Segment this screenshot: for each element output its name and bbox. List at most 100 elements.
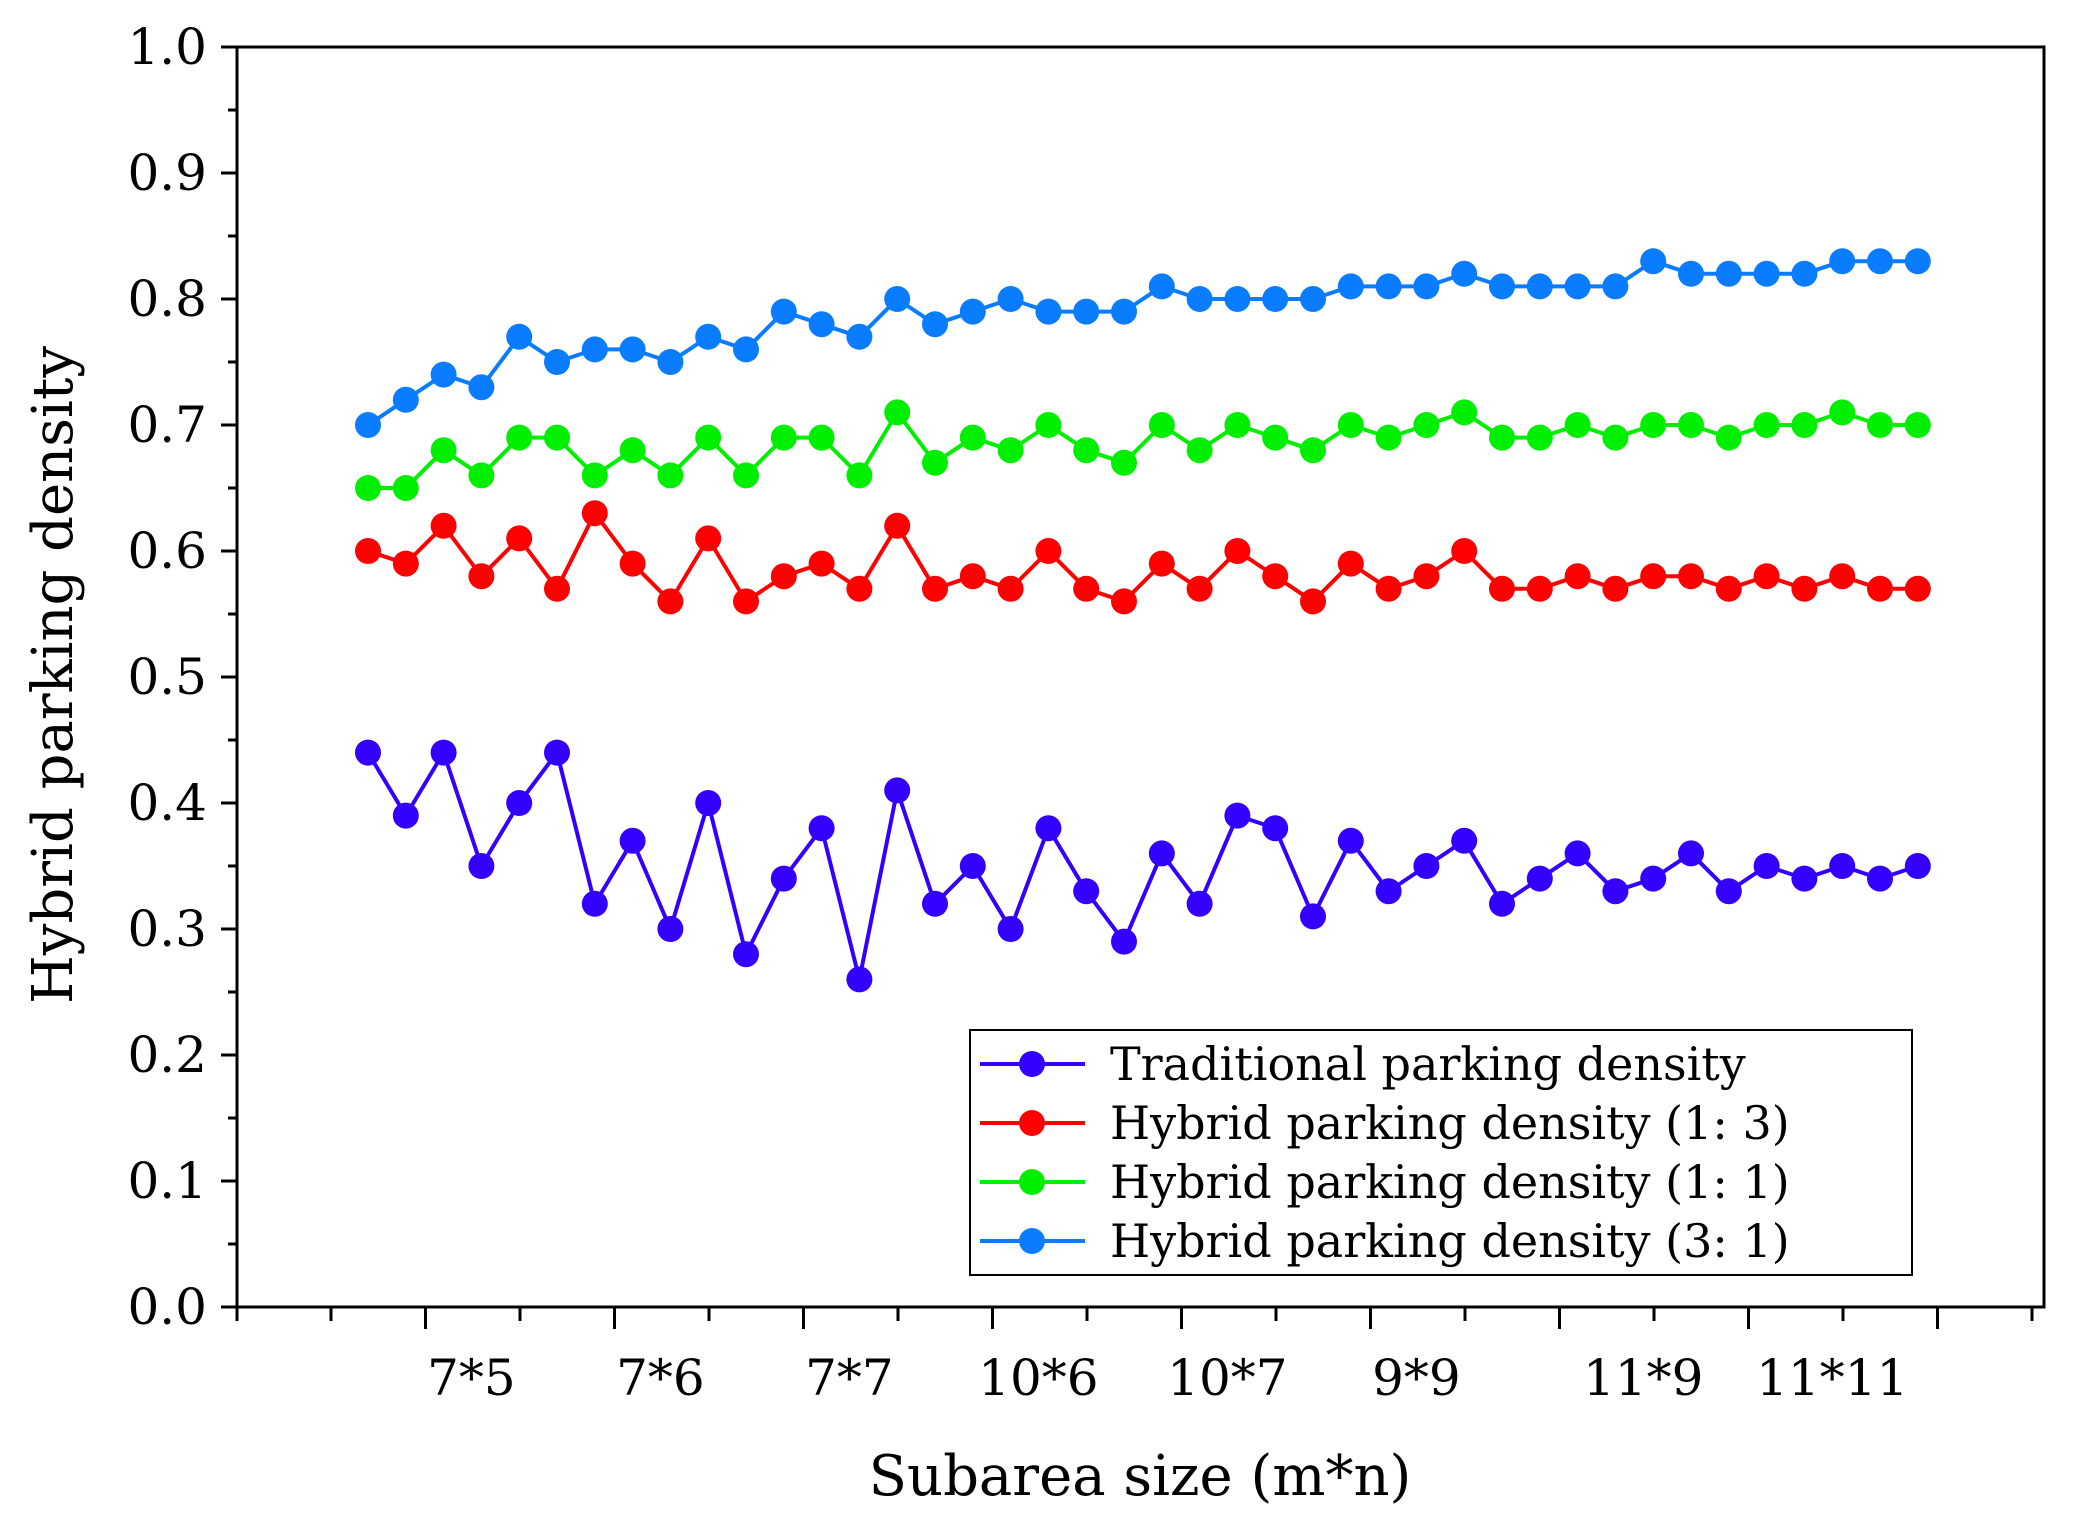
data-point <box>1904 575 1931 602</box>
data-point <box>1489 890 1515 917</box>
legend-label: Hybrid parking density (1: 1) <box>1110 1155 1790 1209</box>
data-point <box>506 323 533 350</box>
data-point <box>1867 865 1893 892</box>
data-point <box>1451 260 1478 287</box>
data-point <box>506 525 533 552</box>
data-point <box>506 424 533 451</box>
data-point <box>808 550 835 577</box>
data-point <box>468 563 495 590</box>
x-tick-label: 7*5 <box>427 1349 516 1407</box>
data-point <box>468 853 495 879</box>
data-point <box>959 563 986 590</box>
data-point <box>1375 878 1402 905</box>
data-point <box>1111 928 1137 955</box>
data-point <box>1526 865 1553 892</box>
series-4 <box>355 248 1931 438</box>
x-tick-label: 7*7 <box>805 1349 894 1407</box>
data-point <box>1035 815 1062 842</box>
y-tick-label: 0.2 <box>127 1026 207 1084</box>
data-point <box>733 941 759 968</box>
legend-marker <box>1019 1169 1045 1195</box>
data-point <box>1526 575 1553 602</box>
data-point <box>1640 248 1667 275</box>
data-point <box>619 827 646 854</box>
x-tick-label: 7*6 <box>616 1349 705 1407</box>
data-point <box>1602 575 1629 602</box>
data-point <box>1111 588 1137 615</box>
data-point <box>1678 260 1704 287</box>
series-3 <box>355 399 1931 501</box>
data-point <box>1867 412 1893 438</box>
data-point <box>1224 538 1251 564</box>
data-point <box>657 462 684 489</box>
data-point <box>884 777 911 804</box>
data-point <box>430 361 457 388</box>
data-point <box>392 475 419 501</box>
data-point <box>1791 260 1818 287</box>
data-point <box>657 916 684 942</box>
data-point <box>1300 286 1326 312</box>
data-point <box>1867 248 1893 275</box>
data-point <box>733 336 759 363</box>
data-point <box>1035 412 1062 438</box>
data-point <box>959 298 986 325</box>
data-point <box>1451 827 1478 854</box>
data-point <box>1678 840 1704 867</box>
data-point <box>619 437 646 464</box>
data-point <box>1715 424 1742 451</box>
data-point <box>392 550 419 577</box>
data-point <box>430 437 457 464</box>
data-point <box>1829 248 1856 275</box>
data-point <box>1715 575 1742 602</box>
data-point <box>922 449 948 476</box>
data-point <box>506 790 533 816</box>
data-point <box>581 890 608 917</box>
data-point <box>997 916 1024 942</box>
data-point <box>770 865 797 892</box>
data-point <box>1262 424 1289 451</box>
data-point <box>1753 260 1780 287</box>
data-point <box>1904 853 1931 879</box>
data-point <box>1073 298 1100 325</box>
data-point <box>1564 412 1591 438</box>
data-point <box>430 512 457 539</box>
data-point <box>1791 575 1818 602</box>
data-point <box>1791 865 1818 892</box>
data-point <box>1300 903 1326 930</box>
data-point <box>808 311 835 338</box>
data-point <box>1829 853 1856 879</box>
data-point <box>808 815 835 842</box>
data-point <box>619 336 646 363</box>
y-tick-label: 0.1 <box>127 1152 207 1210</box>
legend-box <box>969 1029 1913 1276</box>
data-point <box>1526 273 1553 300</box>
legend-label: Traditional parking density <box>1110 1037 1746 1091</box>
legend-label: Hybrid parking density (3: 1) <box>1110 1214 1790 1268</box>
data-point <box>468 462 495 489</box>
data-point <box>1262 563 1289 590</box>
y-tick-label: 0.9 <box>127 144 207 202</box>
data-point <box>884 399 911 426</box>
data-point <box>1035 538 1062 564</box>
data-point <box>1035 298 1062 325</box>
series-line <box>366 750 1919 982</box>
data-point <box>846 966 873 993</box>
data-point <box>1413 853 1440 879</box>
data-point <box>1073 575 1100 602</box>
data-point <box>657 349 684 375</box>
data-point <box>1148 550 1175 577</box>
data-point <box>1640 563 1667 590</box>
data-point <box>1224 412 1251 438</box>
y-tick-label: 0.0 <box>127 1278 207 1336</box>
data-point <box>997 575 1024 602</box>
data-point <box>355 739 381 766</box>
legend-marker <box>1019 1228 1045 1254</box>
x-tick-label: 11*9 <box>1583 1349 1703 1407</box>
data-point <box>1224 802 1251 829</box>
data-point <box>733 462 759 489</box>
data-point <box>468 374 495 401</box>
data-point <box>1186 286 1213 312</box>
legend-marker <box>1019 1051 1045 1077</box>
data-point <box>1791 412 1818 438</box>
data-point <box>959 853 986 879</box>
